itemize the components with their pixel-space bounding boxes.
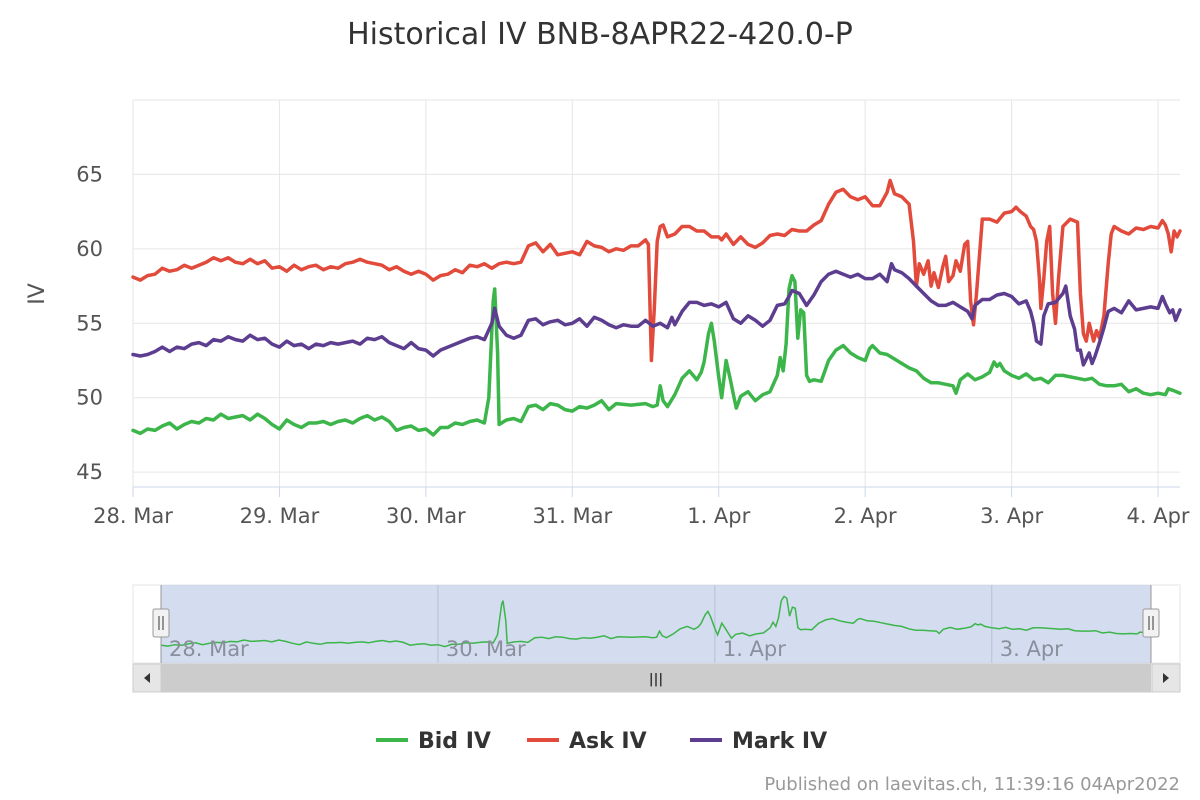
grip-icon[interactable] xyxy=(152,608,170,638)
grip-icon[interactable] xyxy=(1142,608,1160,638)
arrow-left-icon[interactable] xyxy=(144,673,150,683)
navigator[interactable]: 28. Mar 30. Mar 1. Apr 3. Apr xyxy=(132,584,1181,664)
y-tick-label: 65 xyxy=(76,162,103,186)
x-tick-label: 1. Apr xyxy=(687,504,750,528)
legend-label: Bid IV xyxy=(418,729,491,754)
series-line-mark-iv[interactable] xyxy=(131,261,1182,367)
x-tick-label: 4. Apr xyxy=(1127,504,1190,528)
legend-item-mark-iv[interactable]: Mark IV xyxy=(690,729,827,754)
credit-text[interactable]: Published on laevitas.ch, 11:39:16 04Apr… xyxy=(764,774,1180,795)
x-tick-label: 31. Mar xyxy=(532,504,612,528)
legend-item-bid-iv[interactable]: Bid IV xyxy=(376,729,491,754)
scrollbar-grip-icon[interactable]: ||| xyxy=(649,672,663,687)
arrow-right-icon[interactable] xyxy=(1163,673,1169,683)
navigator-series xyxy=(160,595,1152,648)
x-tick-label: 3. Apr xyxy=(980,504,1043,528)
x-tick-label: 30. Mar xyxy=(386,504,466,528)
y-tick-label: 50 xyxy=(76,386,103,410)
y-tick-label: 60 xyxy=(76,237,103,261)
chart-title: Historical IV BNB-8APR22-420.0-P xyxy=(347,17,853,52)
gridlines xyxy=(132,99,1180,487)
plot-area: 28. Mar 29. Mar 30. Mar 31. Mar 1. Apr 2. Apr… xyxy=(76,99,1190,528)
x-tick-label: 2. Apr xyxy=(834,504,897,528)
y-tick-label: 45 xyxy=(76,460,103,484)
x-tick-label: 28. Mar xyxy=(93,504,173,528)
y-tick-label: 55 xyxy=(76,311,103,335)
y-axis-ticks: 45 50 55 60 65 xyxy=(76,162,103,484)
navigator-tick-label: 1. Apr xyxy=(723,637,786,661)
series-group xyxy=(131,178,1182,437)
navigator-tick-label: 30. Mar xyxy=(446,637,526,661)
scrollbar[interactable]: ||| xyxy=(132,663,1181,693)
y-axis-label: IV xyxy=(25,283,50,305)
navigator-tick-label: 28. Mar xyxy=(169,637,249,661)
series-line-bid-iv[interactable] xyxy=(131,273,1182,437)
navigator-left-handle[interactable] xyxy=(152,608,170,638)
series-line-ask-iv[interactable] xyxy=(131,178,1182,363)
navigator-ticks: 28. Mar 30. Mar 1. Apr 3. Apr xyxy=(169,637,1063,661)
legend: Bid IV Ask IV Mark IV xyxy=(376,729,827,754)
legend-label: Ask IV xyxy=(569,729,647,754)
x-tick-label: 29. Mar xyxy=(240,504,320,528)
navigator-tick-label: 3. Apr xyxy=(1000,637,1063,661)
navigator-right-handle[interactable] xyxy=(1142,608,1160,638)
legend-item-ask-iv[interactable]: Ask IV xyxy=(527,729,647,754)
legend-label: Mark IV xyxy=(732,729,827,754)
scrollbar-thumb[interactable] xyxy=(161,664,1151,692)
x-axis-ticks: 28. Mar 29. Mar 30. Mar 31. Mar 1. Apr 2. Apr… xyxy=(93,487,1190,528)
navigator-selected-range[interactable] xyxy=(161,585,1151,663)
